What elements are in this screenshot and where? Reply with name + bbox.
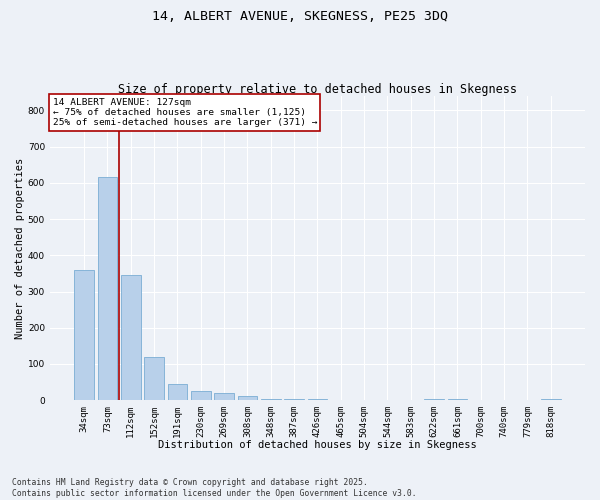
Bar — [74, 270, 94, 400]
Bar — [238, 396, 257, 400]
Bar — [121, 275, 141, 400]
Bar — [214, 393, 234, 400]
Text: 14 ALBERT AVENUE: 127sqm
← 75% of detached houses are smaller (1,125)
25% of sem: 14 ALBERT AVENUE: 127sqm ← 75% of detach… — [53, 98, 317, 128]
Text: 14, ALBERT AVENUE, SKEGNESS, PE25 3DQ: 14, ALBERT AVENUE, SKEGNESS, PE25 3DQ — [152, 10, 448, 23]
Text: Contains HM Land Registry data © Crown copyright and database right 2025.
Contai: Contains HM Land Registry data © Crown c… — [12, 478, 416, 498]
Bar — [191, 391, 211, 400]
X-axis label: Distribution of detached houses by size in Skegness: Distribution of detached houses by size … — [158, 440, 477, 450]
Y-axis label: Number of detached properties: Number of detached properties — [15, 158, 25, 338]
Bar — [167, 384, 187, 400]
Bar — [98, 178, 118, 400]
Title: Size of property relative to detached houses in Skegness: Size of property relative to detached ho… — [118, 83, 517, 96]
Bar — [144, 356, 164, 400]
